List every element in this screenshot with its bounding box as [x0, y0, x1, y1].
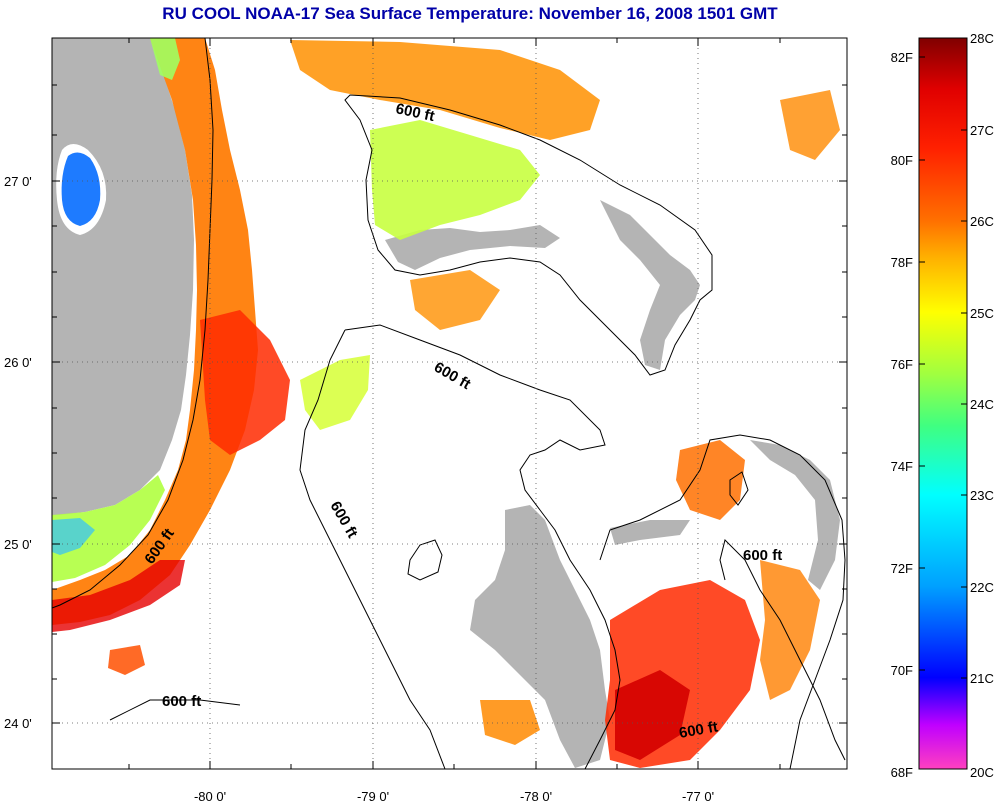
contour-label: 600 ft	[162, 693, 201, 710]
map-frame	[51, 37, 848, 770]
colorbar-f-label: 78F	[891, 255, 913, 270]
east-sst-patch2	[760, 560, 820, 700]
colorbar-ticks	[919, 37, 967, 679]
grand-bahama-sst-orange	[290, 40, 600, 140]
colorbar-c-label: 25C	[970, 306, 994, 321]
nearshore-cool-band-blue	[52, 518, 95, 555]
colorbar-c-label: 26C	[970, 214, 994, 229]
grand-bahama-sst	[370, 120, 540, 240]
new-providence-island	[610, 520, 690, 545]
frame-ticks	[52, 38, 847, 769]
colorbar-c-label: 20C	[970, 765, 994, 780]
contour-great-bahama-bank-west	[344, 324, 621, 770]
colorbar-gradient	[918, 37, 968, 770]
colorbar-c-label: 23C	[970, 488, 994, 503]
nearshore-cool-band	[52, 475, 165, 582]
colorbar-c-label: 22C	[970, 580, 994, 595]
contour-label: 600 ft	[743, 547, 782, 564]
colorbar-c-label: 27C	[970, 123, 994, 138]
colorbar-f-label: 80F	[891, 153, 913, 168]
lon-tick-label: -77 0'	[682, 789, 714, 804]
south-sst-patch	[480, 700, 540, 745]
contour-little-bahama-bank	[344, 94, 713, 376]
chart-title: RU COOL NOAA-17 Sea Surface Temperature:…	[162, 4, 778, 23]
depth-contours	[51, 37, 846, 770]
east-sst-patch	[676, 440, 745, 520]
grand-bahama-island	[385, 225, 560, 270]
colorbar-c-label: 28C	[970, 31, 994, 46]
contour-exuma-sound	[719, 539, 846, 761]
lon-tick-label: -80 0'	[194, 789, 226, 804]
contour-label: 600 ft	[678, 718, 720, 742]
map-grid	[52, 38, 847, 769]
lat-tick-label: 26 0'	[4, 355, 32, 370]
colorbar-c-label: 24C	[970, 397, 994, 412]
colorbar-f-label: 68F	[891, 765, 913, 780]
colorbar-f-label: 76F	[891, 357, 913, 372]
lon-tick-label: -79 0'	[357, 789, 389, 804]
lat-tick-label: 24 0'	[4, 716, 32, 731]
grand-bahama-sst-south	[410, 270, 500, 330]
contour-south-west	[109, 699, 241, 721]
lat-tick-label: 27 0'	[4, 174, 32, 189]
colorbar-f-label: 70F	[891, 663, 913, 678]
exuma-sound-core	[615, 670, 690, 760]
eleuthera-island	[750, 440, 840, 590]
contour-west-loop	[299, 329, 446, 770]
abaco-island	[600, 200, 700, 370]
offshore-sst-patch	[300, 355, 370, 430]
colorbar-f-label: 72F	[891, 561, 913, 576]
north-coast-cool	[150, 38, 180, 80]
gulf-stream-warm-band	[52, 38, 258, 625]
gulf-stream-core-south	[52, 560, 185, 632]
ne-sst-patch	[780, 90, 840, 160]
lon-tick-label: -78 0'	[520, 789, 552, 804]
lat-tick-label: 25 0'	[4, 537, 32, 552]
colorbar-c-label: 21C	[970, 671, 994, 686]
gulf-stream-core	[200, 310, 290, 455]
contour-florida-shelf	[51, 37, 214, 609]
colorbar-f-label: 74F	[891, 459, 913, 474]
small-sw-sst-patch	[108, 645, 145, 675]
andros-island	[470, 505, 610, 768]
colorbar-f-label: 82F	[891, 50, 913, 65]
contour-islet2	[729, 471, 749, 506]
contour-tongue-of-ocean	[599, 434, 846, 770]
lake-water	[61, 152, 101, 226]
